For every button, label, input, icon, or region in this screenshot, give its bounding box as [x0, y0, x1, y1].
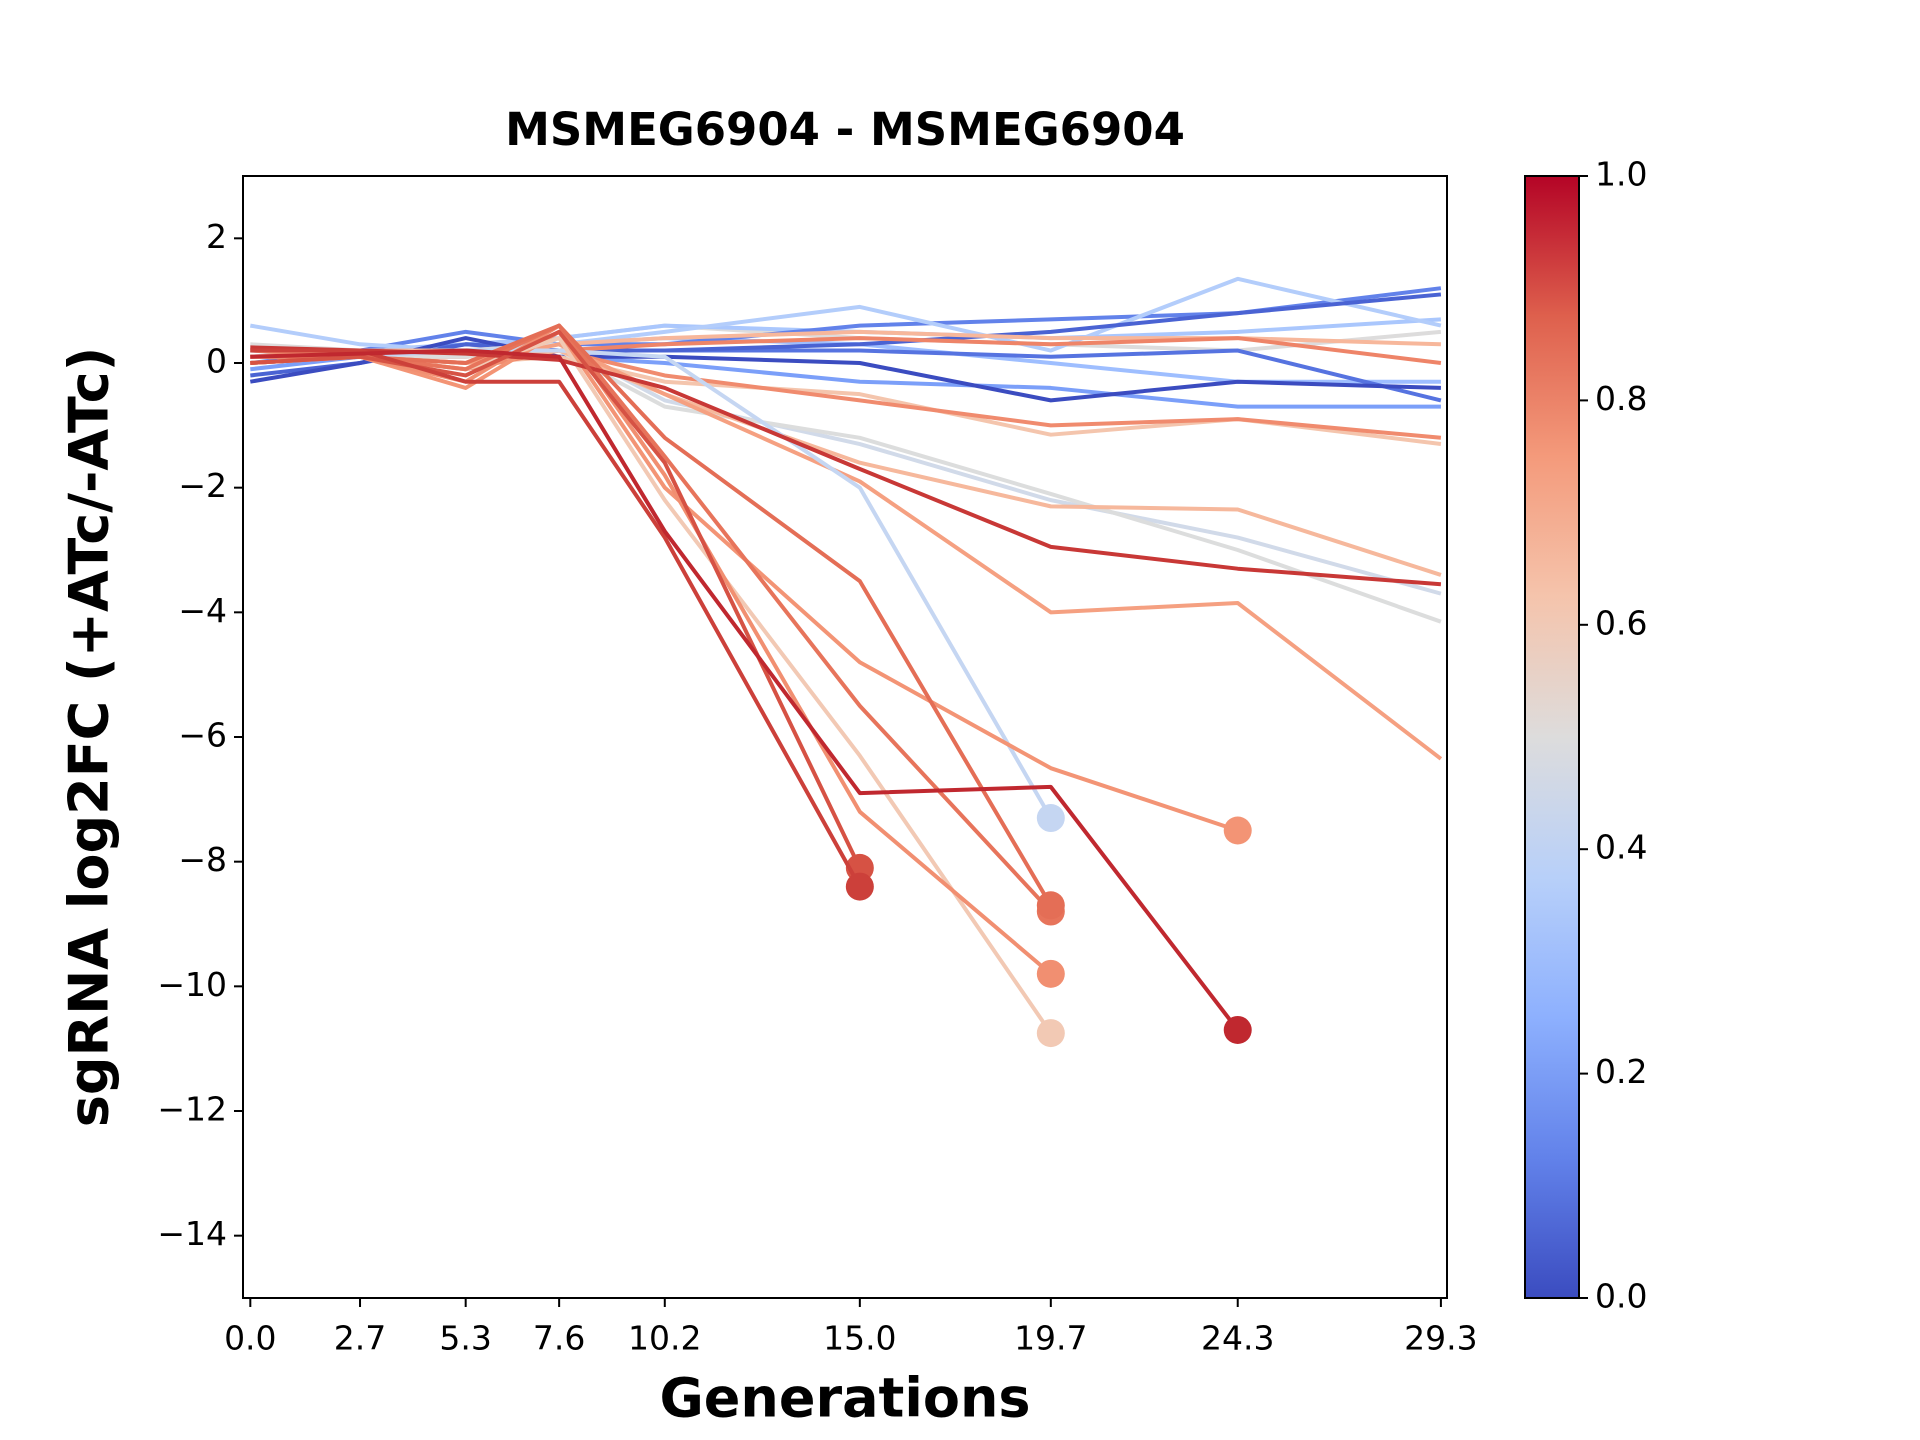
series-line: [250, 348, 1240, 1032]
y-tick-label: −12: [157, 1090, 227, 1129]
y-axis-label: sgRNA log2FC (+ATc/-ATc): [58, 347, 121, 1128]
end-marker: [845, 872, 874, 901]
series-line: [249, 276, 1442, 353]
y-tick-label: 2: [206, 217, 227, 256]
colorbar: [1524, 175, 1580, 1299]
x-tick-label: 29.3: [1404, 1319, 1477, 1358]
y-tick-label: −10: [157, 965, 227, 1004]
end-marker: [1036, 1019, 1065, 1048]
plot-frame: [242, 175, 1448, 1299]
x-tick-label: 5.3: [439, 1319, 491, 1358]
x-tick-label: 24.3: [1201, 1319, 1274, 1358]
y-tick-label: 0: [206, 342, 227, 381]
x-axis-label: Generations: [659, 1367, 1030, 1430]
colorbar-tick-label: 0.6: [1595, 603, 1647, 642]
series-line: [250, 323, 1053, 913]
x-tick-label: 7.6: [533, 1319, 585, 1358]
y-tick-label: −14: [157, 1214, 227, 1253]
series-line: [250, 348, 862, 888]
end-marker: [1036, 959, 1065, 988]
end-marker: [1223, 816, 1252, 845]
chart-title: MSMEG6904 - MSMEG6904: [505, 103, 1185, 156]
end-marker: [1223, 1015, 1252, 1044]
end-marker: [1036, 891, 1065, 920]
x-tick-label: 19.7: [1014, 1319, 1087, 1358]
y-tick-label: −6: [178, 716, 227, 755]
colorbar-tick-label: 0.4: [1595, 828, 1647, 867]
colorbar-tick-label: 1.0: [1595, 155, 1647, 194]
series-line: [250, 329, 1239, 833]
series-line: [250, 329, 862, 869]
end-marker: [1036, 804, 1065, 833]
x-tick-label: 10.2: [628, 1319, 701, 1358]
x-tick-label: 15.0: [823, 1319, 896, 1358]
x-tick-label: 2.7: [334, 1319, 386, 1358]
colorbar-tick-label: 0.8: [1595, 379, 1647, 418]
colorbar-tick-label: 0.2: [1595, 1052, 1647, 1091]
series-line: [250, 348, 1442, 624]
y-tick-label: −8: [178, 840, 227, 879]
plot-area: [249, 276, 1443, 1048]
series-line: [250, 323, 1053, 907]
y-tick-label: −2: [178, 466, 227, 505]
x-tick-label: 0.0: [224, 1319, 276, 1358]
y-tick-label: −4: [178, 591, 227, 630]
colorbar-tick-label: 0.0: [1595, 1277, 1647, 1316]
